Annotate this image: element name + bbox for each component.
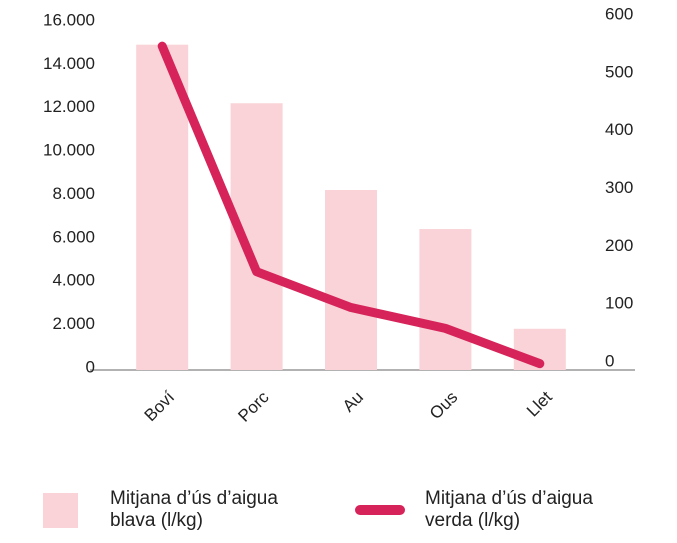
legend-item: Mitjana d’ús d’aigua verda (l/kg): [355, 488, 635, 532]
x-tick-label: Au: [339, 388, 367, 416]
bar: [419, 229, 472, 370]
y-tick-label: 10.000: [43, 141, 95, 160]
y-tick-label: 6.000: [52, 227, 95, 246]
y-tick-label: 12.000: [43, 97, 95, 116]
legend-item: Mitjana d’ús d’aigua blava (l/kg): [43, 488, 310, 532]
x-tick-label: Porc: [234, 387, 273, 426]
x-tick-label: Ous: [426, 388, 461, 423]
y-tick-label: 4.000: [52, 271, 95, 290]
chart: 0 2.000 4.000 6.000 8.000 10.000 12.000 14.000 1…: [43, 4, 635, 426]
x-tick-label: Llet: [523, 387, 556, 420]
y-tick-label: 0: [86, 357, 95, 376]
y-tick-label: 16.000: [43, 10, 95, 29]
x-tick-label: Boví: [141, 387, 179, 425]
y2-tick-label: 0: [605, 351, 614, 370]
y-tick-label: 2.000: [52, 314, 95, 333]
legend-swatch: [355, 505, 405, 515]
y2-tick-label: 200: [605, 236, 633, 255]
legend-label: Mitjana d’ús d’aigua blava (l/kg): [110, 488, 278, 531]
y2-tick-label: 500: [605, 62, 633, 81]
bar: [325, 189, 377, 370]
line: [157, 41, 545, 369]
legend-swatch: [43, 492, 78, 528]
legend-label: Mitjana d’ús d’aigua verda (l/kg): [425, 488, 593, 531]
y2-tick-label: 300: [605, 178, 633, 197]
y2-tick-label: 600: [605, 4, 633, 23]
y2-tick-label: 400: [605, 120, 633, 139]
y-tick-label: 8.000: [52, 184, 95, 203]
y-tick-label: 14.000: [43, 54, 95, 73]
y2-tick-label: 100: [605, 294, 633, 313]
